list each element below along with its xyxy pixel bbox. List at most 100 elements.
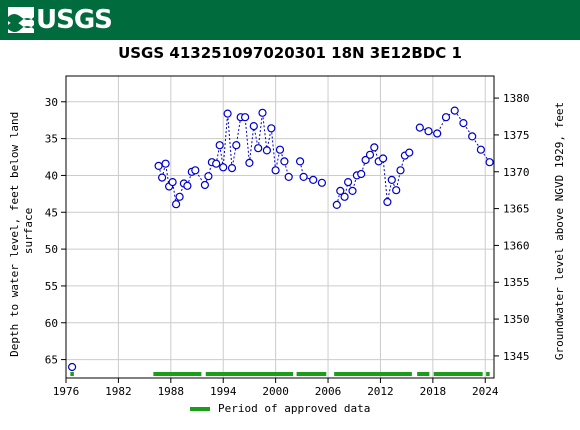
y-tick-label: 60 [45,317,58,330]
x-tick-label: 1988 [158,385,185,398]
data-point [67,362,77,372]
y-axis-right: 1345 1350 1355 1360 1365 1370 1375 1380 [494,92,530,363]
data-point [161,159,170,168]
grid [65,76,494,378]
data-point [405,148,414,157]
x-tick-label: 2006 [315,385,342,398]
data-point [200,180,209,190]
data-point [332,200,341,209]
data-point [476,145,485,154]
data-point [175,192,184,201]
data-point [168,178,177,187]
data-point [387,175,396,184]
data-point [271,166,280,175]
data-point [227,164,237,173]
legend-swatch [190,406,210,411]
y-axis-title-line-2: surface [22,208,35,254]
approved-period-bar [296,372,327,376]
x-tick-label: 1982 [105,385,132,398]
data-point [280,157,289,166]
data-point [336,186,345,195]
data-point [441,113,451,122]
y-tick-label: 55 [45,280,58,293]
y-tick-label: 35 [45,133,58,146]
data-point [275,145,285,154]
x-tick-label: 1976 [53,385,80,398]
data-point [392,186,401,195]
y2-tick-label: 1375 [503,129,530,142]
data-point [296,157,305,166]
data-point [424,127,433,136]
y2-tick-label: 1370 [503,166,530,179]
data-point [215,141,224,150]
data-point [158,173,167,182]
data-point [357,169,366,179]
data-point [468,132,477,141]
data-point [284,172,293,181]
data-point [191,166,200,175]
approved-bars [70,372,490,376]
approved-period-bar [417,372,430,376]
approved-period-bar [433,372,483,376]
data-point [450,106,459,115]
data-point [204,172,213,181]
y2-axis-title: Groundwater level above NGVD 1929, feet [553,102,566,360]
series-line [419,109,491,163]
data-point [340,192,349,201]
approved-period-bar [153,372,202,376]
data-point [232,141,241,150]
series-lines [158,109,491,206]
approved-period-bar [486,372,490,376]
x-axis: 1976 1982 1988 1994 2000 2006 2012 2018 2024 [53,378,499,398]
y-tick-label: 30 [45,96,58,109]
y-tick-label: 65 [45,354,58,367]
y2-tick-label: 1360 [503,239,530,252]
x-tick-label: 2000 [262,385,289,398]
y-tick-label: 45 [45,206,58,219]
y2-tick-label: 1350 [503,313,530,326]
data-point [245,158,254,167]
x-tick-label: 2024 [472,385,499,398]
data-points [67,106,494,372]
approved-period-bar [70,372,74,376]
data-point [212,159,221,168]
data-point [361,155,370,165]
y2-tick-label: 1365 [503,203,530,216]
y-axis-title: Depth to water level, feet below land su… [8,105,35,357]
data-point [254,144,263,153]
legend: Period of approved data [190,402,370,415]
data-point [379,154,388,163]
data-point [396,166,405,175]
plot-frame [65,75,495,379]
data-point [348,186,357,195]
data-point [365,150,375,159]
data-point [183,181,192,190]
data-point [309,175,318,184]
data-point [383,197,392,207]
y-axis-title-line-1: Depth to water level, feet below land [8,112,21,357]
legend-label: Period of approved data [218,402,371,415]
data-point [317,178,326,187]
y-tick-label: 40 [45,169,58,182]
data-point [415,123,424,132]
data-point [433,129,442,138]
data-point [459,118,468,128]
data-point [241,113,250,122]
data-point [370,143,379,152]
data-point [258,108,267,117]
x-tick-label: 2012 [367,385,394,398]
usgs-wave-icon [8,7,34,33]
data-point [219,163,228,172]
data-point [267,124,276,133]
series-line [336,146,410,206]
data-point [249,121,258,131]
data-point [299,172,308,181]
data-point [262,146,271,155]
x-tick-label: 1994 [210,385,237,398]
data-point [344,178,353,187]
usgs-banner: USGS [0,0,580,40]
series-line [299,161,323,184]
usgs-logo[interactable]: USGS [8,4,113,36]
y2-tick-label: 1355 [503,276,530,289]
